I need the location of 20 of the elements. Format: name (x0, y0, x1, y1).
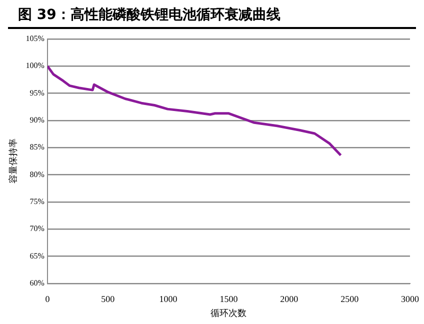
x-tick-label: 2000 (280, 294, 299, 304)
y-axis-title: 容量保持率 (8, 138, 18, 184)
y-tick-label: 60% (30, 278, 45, 288)
x-tick-label: 2500 (340, 294, 360, 304)
y-tick-label: 75% (30, 197, 45, 206)
x-tick-label: 1000 (159, 294, 178, 304)
y-tick-label: 95% (30, 88, 45, 98)
chart-title: 图 39：高性能磷酸铁锂电池循环衰减曲线 (8, 0, 416, 29)
y-tick-label: 105% (26, 34, 45, 44)
x-tick-label: 3000 (401, 294, 420, 304)
y-tick-label: 80% (30, 170, 45, 179)
y-tick-label: 70% (30, 224, 45, 234)
y-tick-label: 65% (30, 251, 45, 260)
y-tick-label: 100% (26, 61, 45, 70)
y-tick-label: 90% (30, 116, 45, 125)
y-tick-label: 85% (30, 142, 45, 152)
x-axis-title: 循环次数 (210, 308, 247, 318)
x-tick-label: 500 (101, 294, 116, 304)
x-tick-label: 0 (45, 294, 50, 304)
x-tick-label: 1500 (220, 294, 238, 304)
